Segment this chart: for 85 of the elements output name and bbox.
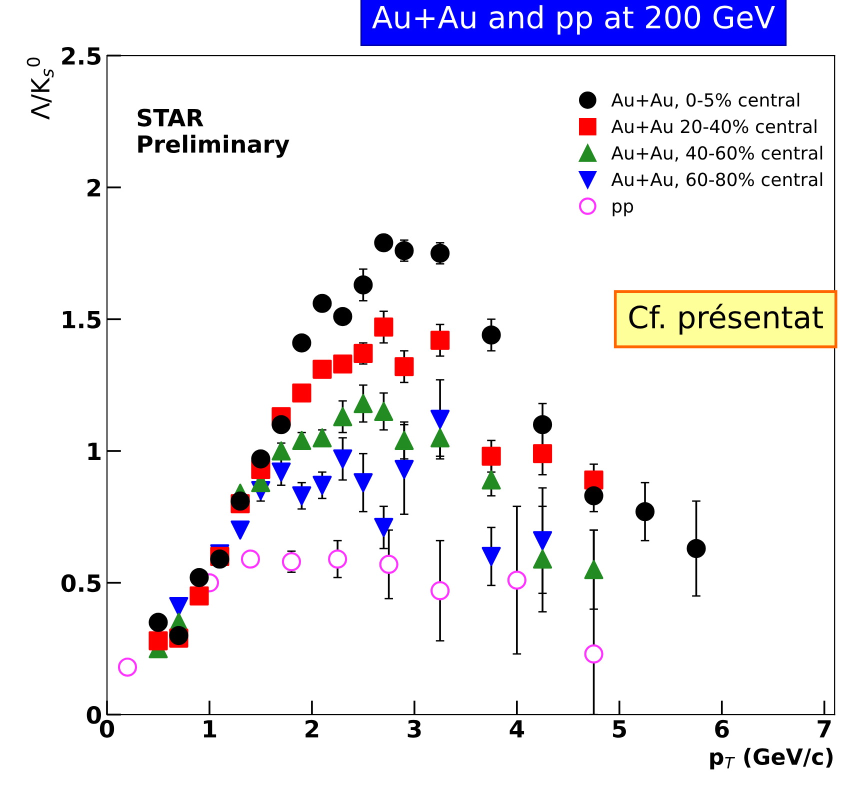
point [394,241,414,260]
x-tick-label: 1 [204,720,216,738]
point [379,554,398,574]
point [292,486,312,506]
point [354,275,373,294]
point [230,520,250,540]
point [584,486,604,506]
point [312,428,332,448]
chart-title: Au+Au and pp at 200 GeV [372,5,775,35]
point [190,586,209,606]
point [394,460,414,479]
x-tick-label: 5 [613,720,626,738]
point [272,441,291,461]
point [430,410,450,429]
point [333,307,352,326]
point [292,430,312,450]
x-axis-title: p$_{T}$ (GeV/c) [710,748,833,770]
point [240,550,260,569]
legend-label: Au+Au, 0-5% central [611,92,800,109]
point [354,473,373,492]
point [210,550,230,569]
point [394,357,414,376]
point [430,330,450,350]
point [532,531,552,550]
point [312,294,332,313]
x-tick-label: 6 [715,720,729,738]
point [333,354,352,374]
x-tick-label: 0 [100,720,114,738]
point [394,430,414,450]
y-tick-label: 2.5 [62,47,100,65]
x-tick-label: 3 [408,720,421,738]
point [532,444,552,464]
point [354,394,373,414]
point [292,333,312,352]
point [482,470,501,490]
point [584,644,604,664]
x-tick-label: 7 [818,720,831,738]
point [635,502,655,522]
point [686,538,706,558]
point [430,244,450,263]
point [507,570,526,590]
point [312,360,332,379]
point [312,476,332,495]
point [333,449,352,468]
point [374,518,394,537]
annotation: STAR Preliminary [138,108,290,158]
point [532,415,552,434]
point [584,470,604,490]
point [430,428,450,448]
point [272,415,291,434]
x-tick-label: 4 [510,720,524,738]
point [374,318,394,337]
point [374,233,394,252]
point [354,344,373,364]
point [282,552,302,572]
point [430,581,450,600]
legend-label: Au+Au, 60-80% central [611,172,822,188]
point [482,546,501,566]
point [251,449,270,468]
point [169,596,188,616]
point [328,550,348,569]
y-tick-label: 0 [86,706,102,724]
point [148,612,168,632]
point [532,550,552,569]
point [169,626,188,646]
point [482,446,501,466]
legend-label: Au+Au, 40-60% central [611,146,822,162]
legend-label: pp [612,202,634,216]
legend-label: Au+Au 20-40% central [611,119,816,134]
y-axis-title: Λ/K$_{s}$$^{0}$ [26,58,54,120]
point [374,402,394,421]
annotation: Cf. présentat [629,304,823,335]
y-tick-label: 2 [88,178,100,196]
point [584,560,604,580]
y-tick-label: 1.5 [62,310,100,328]
point [333,407,352,426]
point [118,658,138,677]
point [148,631,168,650]
x-tick-label: 2 [306,720,318,738]
y-tick-label: 0.5 [61,574,100,592]
point [272,462,291,482]
y-tick-label: 1 [88,442,101,460]
point [190,568,209,588]
point [292,383,312,403]
point [482,325,501,345]
